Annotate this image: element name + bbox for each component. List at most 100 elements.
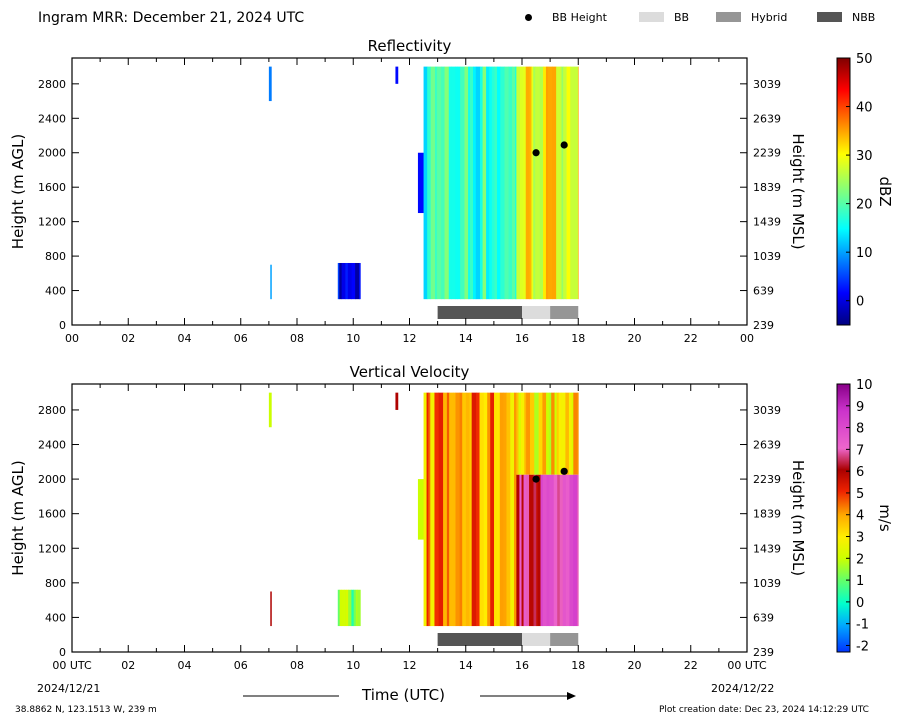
vvel-echo-streak: [490, 392, 495, 627]
vvel-echo-streak: [546, 474, 550, 627]
refl-y-tick-label: 800: [45, 250, 66, 263]
vvel-colorbar-tick-label: 9: [856, 400, 864, 415]
vvel-colorbar-tick-label: 5: [856, 487, 864, 502]
vvel-echo-streak: [577, 392, 579, 475]
refl-bb-class-hybrid: [550, 306, 579, 319]
refl-echo-streak: [451, 66, 456, 300]
refl-echo-region: [268, 66, 272, 102]
vvel-echo-streak: [546, 392, 549, 475]
vvel-x-tick-label: 02: [121, 659, 135, 672]
refl-echo-streak: [486, 66, 490, 300]
refl-echo-streak: [355, 262, 360, 300]
vvel-x-tick-label: 18: [571, 659, 585, 672]
vvel-echo-region: [268, 392, 272, 428]
refl-y-tick-label-right: 1839: [753, 181, 781, 194]
vvel-colorbar-tick-label: 2: [856, 552, 864, 567]
vvel-echo-streak: [487, 392, 491, 627]
vvel-echo-streak: [554, 392, 557, 475]
legend-label: BB: [674, 11, 690, 24]
vvel-echo-streak: [521, 474, 524, 627]
vvel-colorbar-tick-label: 4: [856, 509, 864, 524]
vvel-echo-region: [337, 589, 361, 627]
vvel-y-tick-label: 2400: [38, 439, 66, 452]
refl-colorbar-tick-label: 0: [856, 295, 864, 310]
refl-echo-streak: [337, 262, 340, 300]
vvel-y-tick-label-right: 2239: [753, 473, 781, 486]
refl-y-tick-label: 2000: [38, 147, 66, 160]
vvel-echo-streak: [428, 392, 431, 627]
vvel-echo-streak: [503, 392, 507, 627]
refl-echo-streak: [500, 66, 505, 300]
vvel-echo-streak: [344, 589, 347, 627]
refl-plot-frame: [71, 57, 748, 326]
vvel-echo-streak: [562, 474, 567, 627]
refl-y-tick-label: 1200: [38, 216, 66, 229]
refl-echo-streak: [547, 66, 553, 300]
vvel-echo-streak: [514, 392, 517, 627]
refl-echo-streak: [460, 66, 465, 300]
refl-x-tick-label: 08: [290, 332, 304, 345]
vvel-echo-streak: [471, 392, 477, 627]
refl-y-axis-label-right: Height (m MSL): [789, 133, 807, 249]
vvel-y-tick-label-right: 2639: [753, 439, 781, 452]
vvel-echo-layer: [268, 392, 579, 627]
vvel-y-tick-label: 1600: [38, 508, 66, 521]
location-text: 38.8862 N, 123.1513 W, 239 m: [15, 705, 157, 715]
refl-x-tick-label: 02: [121, 332, 135, 345]
vvel-y-tick-label: 0: [59, 646, 66, 659]
vvel-echo-region: [417, 479, 427, 540]
refl-echo-streak: [515, 66, 517, 300]
refl-echo-streak: [464, 66, 469, 300]
refl-echo-streak: [469, 66, 474, 300]
refl-echo-streak: [561, 66, 564, 300]
vvel-y-tick-label: 800: [45, 577, 66, 590]
vvel-echo-streak: [426, 392, 429, 627]
legend-swatch: [716, 12, 741, 22]
refl-echo-streak: [570, 66, 575, 300]
refl-echo-streak: [533, 66, 536, 300]
vvel-echo-streak: [558, 392, 562, 475]
refl-y-tick-label-right: 2639: [753, 112, 781, 125]
vvel-echo-streak: [547, 392, 550, 475]
vvel-colorbar-label: m/s: [876, 504, 894, 532]
refl-x-tick-label: 10: [346, 332, 360, 345]
refl-echo-streak: [525, 66, 531, 300]
vvel-echo-streak: [510, 392, 515, 627]
refl-echo-region: [270, 264, 272, 300]
vvel-colorbar-tick-label: 10: [856, 378, 873, 393]
legend-label: NBB: [852, 11, 876, 24]
vvel-colorbar-tick-label: 7: [856, 443, 864, 458]
refl-y-tick-label-right: 239: [753, 319, 774, 332]
vvel-colorbar: [836, 383, 851, 653]
refl-title: Reflectivity: [368, 37, 452, 55]
refl-echo-streak: [563, 66, 567, 300]
vvel-echo-streak: [571, 392, 574, 475]
refl-x-tick-label: 16: [515, 332, 529, 345]
vvel-y-tick-label-right: 639: [753, 611, 774, 624]
vvel-title: Vertical Velocity: [350, 363, 470, 381]
vvel-echo-streak: [525, 474, 530, 627]
vvel-echo-streak: [483, 392, 488, 627]
refl-colorbar-tick-label: 30: [856, 149, 873, 164]
refl-echo-streak: [559, 66, 562, 300]
vvel-echo-streak: [568, 392, 573, 475]
refl-echo-streak: [359, 262, 361, 300]
vvel-echo-streak: [537, 474, 541, 627]
vvel-echo-streak: [446, 392, 450, 627]
creation-date-text: Plot creation date: Dec 23, 2024 14:12:2…: [659, 705, 869, 715]
vvel-echo-streak: [423, 392, 427, 627]
vvel-colorbar-tick-label: 3: [856, 531, 864, 546]
refl-x-tick-label: 18: [571, 332, 585, 345]
refl-echo-streak: [545, 66, 549, 300]
vvel-echo-streak: [538, 392, 543, 475]
refl-echo-streak: [473, 66, 477, 300]
refl-y-tick-label-right: 639: [753, 285, 774, 298]
refl-echo-streak: [491, 66, 495, 300]
refl-x-tick-label: 04: [178, 332, 192, 345]
refl-echo-streak: [543, 66, 547, 300]
vvel-y-tick-label: 1200: [38, 542, 66, 555]
refl-echo-streak: [573, 66, 579, 300]
refl-echo-cell: [395, 66, 399, 84]
